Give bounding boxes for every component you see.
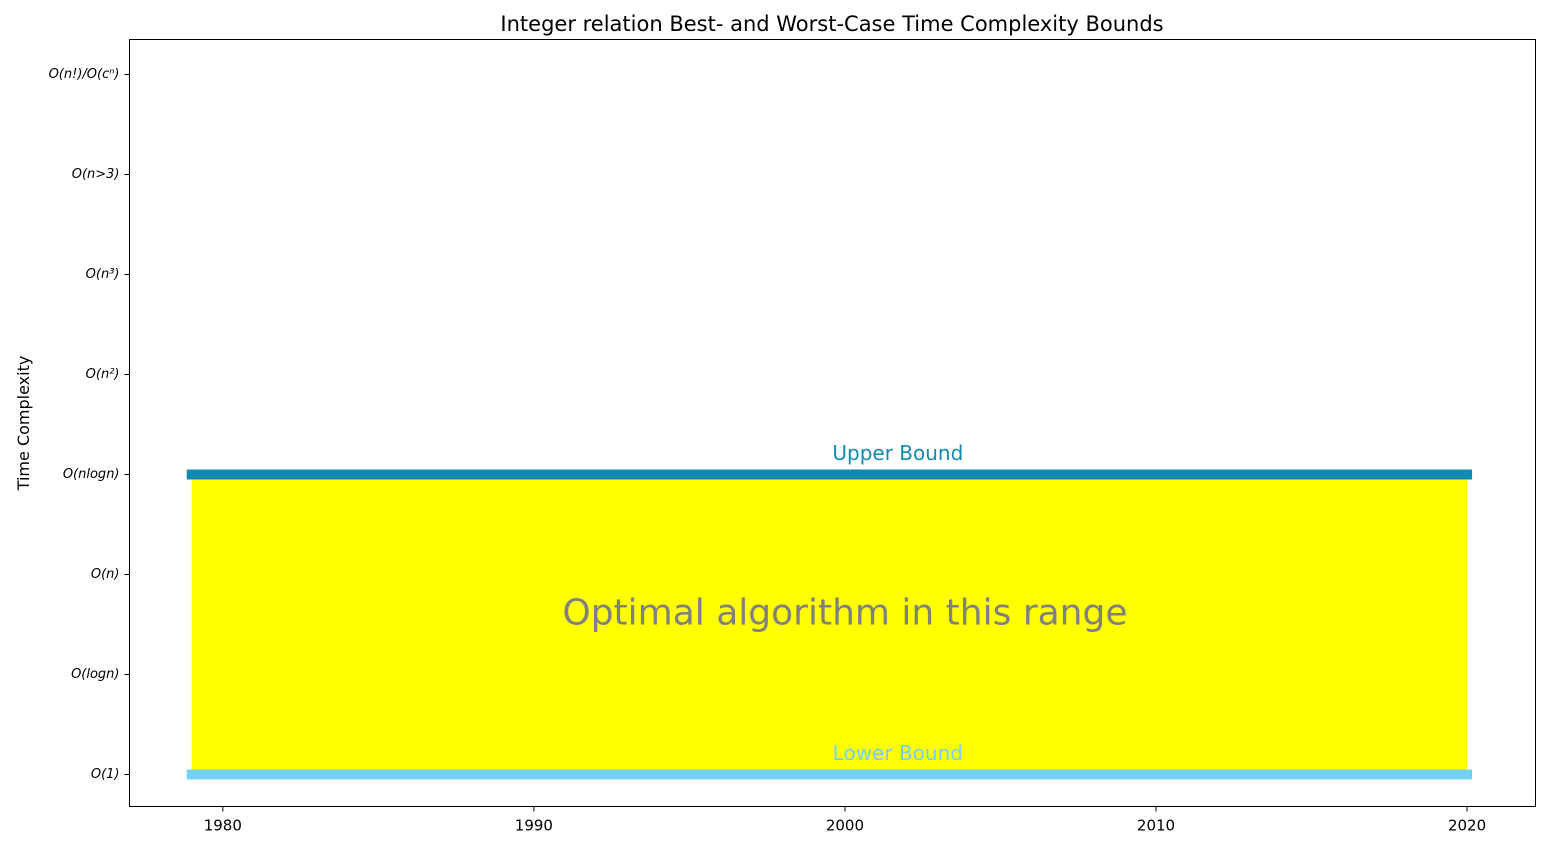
y-tick-label: O(n³) xyxy=(86,267,120,282)
y-tick-label: O(n²) xyxy=(86,367,120,382)
x-tick-label: 2020 xyxy=(1448,817,1486,835)
x-tick-label: 2000 xyxy=(826,817,864,835)
lower-bound-label: Lower Bound xyxy=(833,741,963,765)
y-axis-label: Time Complexity xyxy=(14,356,33,492)
y-tick-label: O(n>3) xyxy=(72,167,120,182)
upper-bound-label: Upper Bound xyxy=(832,441,963,465)
y-tick-label: O(nlogn) xyxy=(63,467,120,482)
x-tick-label: 1990 xyxy=(515,817,553,835)
x-tick-label: 1980 xyxy=(204,817,242,835)
y-tick-label: O(n!)/O(cⁿ) xyxy=(49,67,120,82)
plot-frame xyxy=(129,39,1536,807)
y-tick-label: O(logn) xyxy=(71,667,119,682)
x-axis: 1980 1990 2000 2010 2020 xyxy=(204,806,1486,835)
optimal-range-label: Optimal algorithm in this range xyxy=(562,593,1127,634)
y-axis: O(1) O(logn) O(n) O(nlogn) O(n²) O(n³) O(n>3) O… xyxy=(49,67,130,782)
y-tick-label: O(1) xyxy=(91,767,120,782)
chart-title: Integer relation Best- and Worst-Case Ti… xyxy=(500,12,1163,36)
optimal-range-fill xyxy=(191,474,1468,775)
x-tick-label: 2010 xyxy=(1137,817,1175,835)
y-tick-label: O(n) xyxy=(91,567,120,582)
plot-area: Upper Bound Lower Bound Optimal algorithm … xyxy=(186,441,1473,780)
